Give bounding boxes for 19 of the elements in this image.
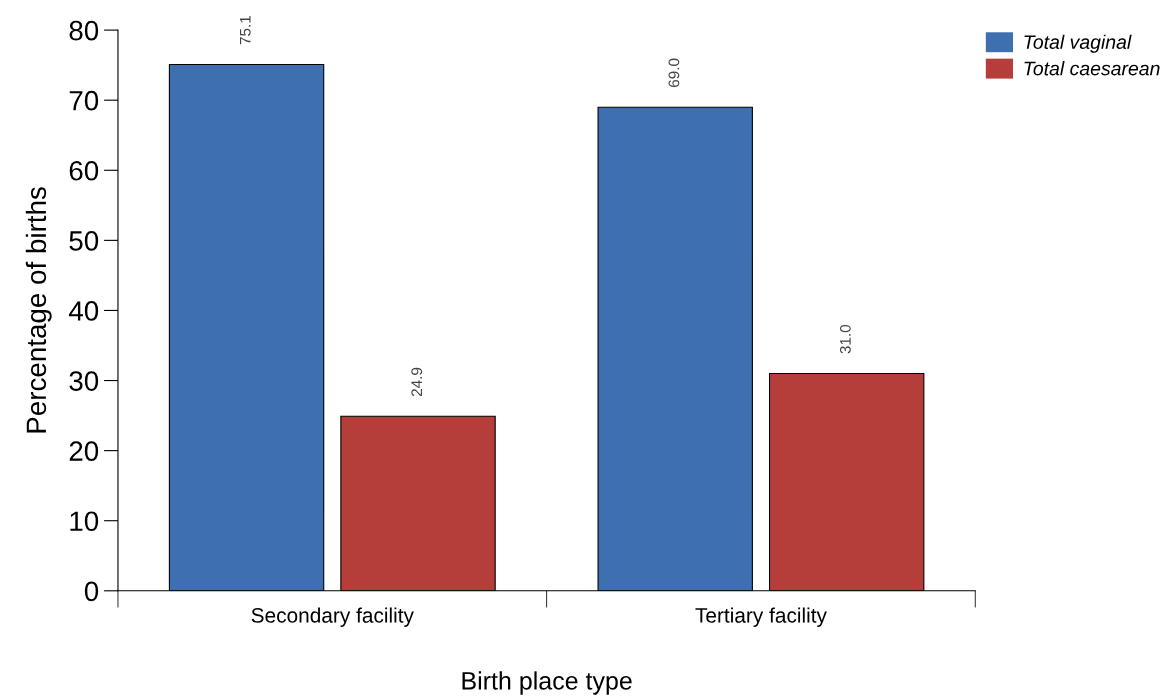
x-axis-title: Birth place type bbox=[462, 671, 632, 695]
data-label: 75.1 bbox=[240, 16, 251, 45]
y-tick-label: 50 bbox=[69, 231, 99, 251]
y-tick-label: 0 bbox=[84, 581, 99, 602]
y-axis-title: Percentage of births bbox=[25, 187, 52, 433]
legend-label: Total caesarean bbox=[1024, 61, 1160, 76]
data-label: 69.0 bbox=[668, 58, 680, 87]
data-label: 31.0 bbox=[839, 324, 851, 354]
y-tick-label: 70 bbox=[69, 90, 99, 111]
x-tick-label: Tertiary facility bbox=[695, 607, 827, 627]
y-tick-label: 40 bbox=[68, 301, 99, 321]
data-label: 24.9 bbox=[411, 367, 423, 397]
x-tick-label: Secondary facility bbox=[251, 607, 414, 627]
y-tick-label: 30 bbox=[69, 371, 99, 391]
y-tick-label: 10 bbox=[70, 511, 99, 532]
y-tick-label: 80 bbox=[69, 20, 99, 41]
legend-label: Total vaginal bbox=[1024, 34, 1132, 53]
y-tick-label: 20 bbox=[69, 441, 99, 461]
y-tick-label: 60 bbox=[69, 160, 99, 181]
